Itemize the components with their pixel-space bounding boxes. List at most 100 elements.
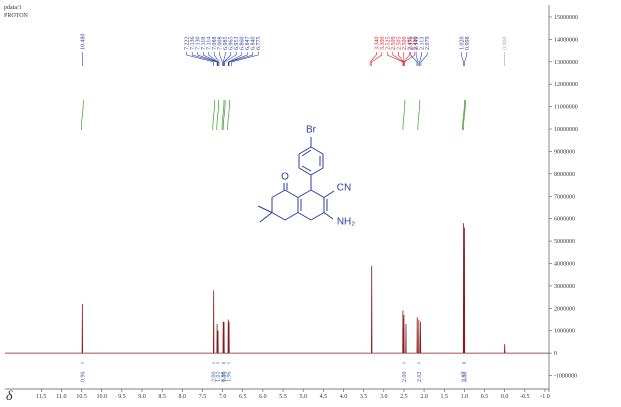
peak-label: 6.860	[240, 37, 246, 51]
integral-curve	[81, 99, 84, 131]
x-tick-label: 2.0	[420, 394, 428, 400]
structure-label: Br	[306, 125, 317, 136]
x-tick-label: 7.5	[199, 394, 207, 400]
peak-label: 2.505	[396, 37, 402, 51]
integral-curve	[417, 99, 421, 131]
y-tick-label: 15000000	[554, 15, 578, 21]
y-tick-label: 0	[554, 351, 557, 357]
x-tick-label: 5.0	[299, 394, 307, 400]
x-tick-label: 0.5	[481, 394, 489, 400]
integral-curve	[212, 99, 216, 131]
peak-label: 6.775	[256, 37, 262, 51]
y-tick-label: 12000000	[554, 82, 578, 88]
integral-curve	[216, 99, 220, 131]
x-tick-label: -0.5	[520, 394, 530, 400]
integral-label: 1.96	[227, 372, 233, 383]
peak-label: 7.088	[212, 37, 218, 51]
x-tick-label: 11.5	[36, 394, 46, 400]
x-axis-label: δ	[6, 389, 13, 404]
y-tick-label: -1000000	[554, 374, 577, 380]
peak-connector	[387, 52, 404, 66]
integral-label: 3.00	[462, 372, 468, 383]
y-tick-label: 10000000	[554, 127, 578, 133]
integral-curve	[221, 99, 225, 131]
x-tick-label: 7.0	[219, 394, 227, 400]
peak-connector	[222, 52, 226, 66]
peak-connector	[419, 52, 422, 66]
y-tick-label: 9000000	[554, 149, 575, 155]
y-tick-label: 8000000	[554, 172, 575, 178]
peak-label: 3.340	[374, 37, 380, 51]
peak-connector	[208, 52, 219, 66]
y-tick-label: 14000000	[554, 37, 578, 43]
integral-curve	[222, 99, 226, 131]
x-tick-label: 8.5	[158, 394, 166, 400]
peak-label: 2.525	[385, 37, 391, 51]
y-tick-label: 2000000	[554, 306, 575, 312]
peak-label: 2.113	[420, 37, 426, 50]
peak-connector	[231, 52, 259, 66]
x-tick-label: 9.5	[118, 394, 126, 400]
peak-connector	[371, 52, 383, 66]
y-tick-label: 5000000	[554, 239, 575, 245]
integral-label: 2.00	[402, 372, 408, 383]
integral-curve	[227, 99, 230, 131]
header: PROTON	[4, 13, 29, 19]
peak-connector	[227, 52, 243, 66]
spectrum-line	[5, 223, 549, 354]
y-tick-label: 6000000	[554, 217, 575, 223]
peak-connector	[404, 52, 416, 66]
peak-connector	[186, 52, 214, 66]
integral-label: 2.02	[417, 372, 423, 383]
peak-connector	[228, 52, 254, 66]
integral-label: 0.96	[80, 372, 86, 383]
integral-label: 1.01	[216, 372, 222, 383]
peak-connector	[213, 52, 220, 66]
peak-label: 2.495	[407, 37, 413, 51]
x-tick-label: 8.0	[179, 394, 187, 400]
peak-label: 2.490	[413, 37, 419, 51]
peak-connector	[369, 52, 377, 66]
peak-label: 7.222	[185, 37, 191, 51]
x-tick-label: 11.0	[56, 394, 66, 400]
peak-label: 2.500	[402, 37, 408, 51]
x-tick-label: 4.0	[340, 394, 348, 400]
peak-label: 2.079	[425, 37, 431, 51]
peak-connector	[420, 52, 428, 66]
peak-connector	[464, 52, 468, 66]
x-tick-label: 6.0	[259, 394, 267, 400]
x-tick-label: 0.0	[501, 394, 509, 400]
integral-curve	[463, 99, 466, 131]
x-tick-label: 6.5	[239, 394, 247, 400]
peak-label: 6.847	[245, 37, 251, 51]
peak-label: 6.985	[223, 37, 229, 51]
integral-label: 2.00	[212, 372, 218, 383]
peak-connector	[219, 52, 223, 66]
peak-label: 7.136	[190, 37, 196, 51]
x-tick-label: 1.0	[461, 394, 469, 400]
x-tick-label: 9.0	[138, 394, 146, 400]
y-tick-label: 3000000	[554, 284, 575, 290]
structure-label: NH₂	[337, 217, 355, 228]
peak-connector	[197, 52, 218, 66]
peak-label: 7.008	[218, 37, 224, 51]
peak-label: 6.840	[251, 37, 257, 51]
peak-connector	[223, 52, 232, 66]
peak-label: 1.020	[459, 37, 465, 51]
peak-label: 2.509	[391, 37, 397, 51]
x-tick-label: 3.5	[360, 394, 368, 400]
integral-label: 1.00	[222, 372, 228, 383]
y-tick-label: 13000000	[554, 60, 578, 66]
integral-curve	[402, 99, 406, 131]
x-tick-label: 4.5	[320, 394, 328, 400]
integral-label: 2.97	[462, 372, 468, 383]
peak-connector	[410, 52, 418, 66]
peak-connector	[415, 52, 419, 66]
peak-label: 7.118	[201, 37, 207, 50]
y-tick-label: 4000000	[554, 261, 575, 267]
x-tick-label: 1.5	[440, 394, 448, 400]
x-tick-label: 2.5	[400, 394, 408, 400]
x-tick-label: 3.0	[380, 394, 388, 400]
